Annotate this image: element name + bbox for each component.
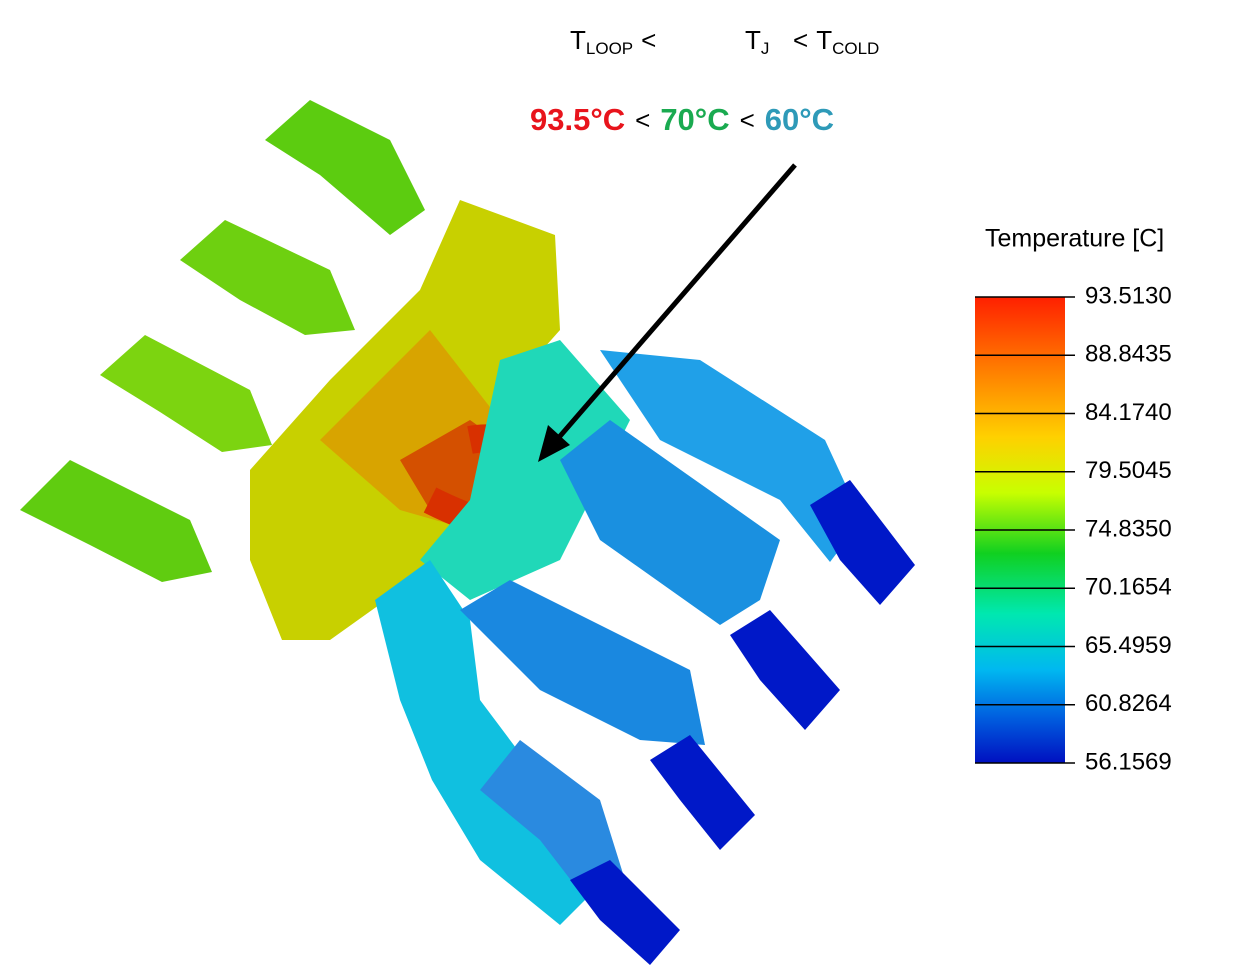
legend-label: 74.8350 xyxy=(1085,515,1172,542)
subscript: LOOP xyxy=(586,39,633,58)
legend-title: Temperature [C] xyxy=(985,225,1164,253)
term: T xyxy=(816,25,832,55)
thermal-model xyxy=(20,100,915,965)
legend-label: 84.1740 xyxy=(1085,399,1172,426)
legend-labels: 93.5130 88.8435 84.1740 79.5045 74.8350 70.16… xyxy=(975,282,1172,775)
term: T xyxy=(570,25,586,55)
legend-label: 56.1569 xyxy=(1085,748,1172,775)
values: 93.5°C <70°C <60°C xyxy=(530,102,834,137)
value: 70°C xyxy=(660,102,729,137)
subscript: J xyxy=(761,39,770,58)
arrow-head xyxy=(538,425,570,462)
operator: < xyxy=(641,25,656,55)
legend-label: 93.5130 xyxy=(1085,282,1172,309)
operator: < xyxy=(740,105,755,135)
value-line: 93.5°C <70°C <60°C xyxy=(530,102,834,137)
operator: < xyxy=(793,25,808,55)
arrow xyxy=(546,163,797,452)
legend-label: 60.8264 xyxy=(1085,690,1172,717)
relation: TLOOP < TJ < TCOLD xyxy=(570,25,879,63)
legend-label: 79.5045 xyxy=(1085,457,1172,484)
operator: < xyxy=(635,105,650,135)
legend-label: 88.8435 xyxy=(1085,341,1172,368)
subscript: COLD xyxy=(832,39,879,58)
value: 93.5°C xyxy=(530,102,625,137)
legend-label: 70.1654 xyxy=(1085,574,1172,601)
legend-label: 65.4959 xyxy=(1085,632,1172,659)
term: T xyxy=(745,25,761,55)
value: 60°C xyxy=(765,102,834,137)
